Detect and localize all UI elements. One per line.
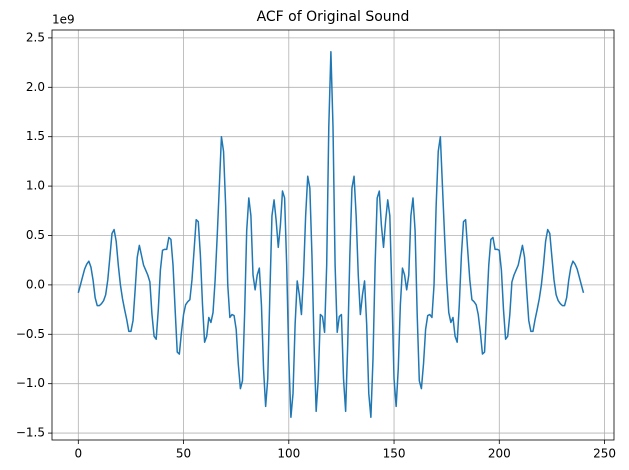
x-tick-label: 200 [488,447,511,461]
y-tick-label: 2.0 [26,80,45,94]
x-tick-label: 50 [176,447,191,461]
plot-frame [51,29,615,441]
y-tick-label: 2.5 [26,30,45,44]
y-tick-label: −1.5 [16,426,45,440]
y-tick-label: −1.0 [16,376,45,390]
y-tick-label: 0.0 [26,277,45,291]
y-tick-label: −0.5 [16,327,45,341]
data-line [77,50,585,419]
y-tick-label: 1.0 [26,179,45,193]
y-tick-label: 0.5 [26,228,45,242]
x-tick-label: 250 [593,447,616,461]
x-tick-label: 100 [277,447,300,461]
y-tick-label: 1.5 [26,129,45,143]
x-tick-label: 150 [383,447,406,461]
offset-label: 1e9 [52,13,75,27]
x-tick-label: 0 [74,447,82,461]
chart-title: ACF of Original Sound [257,9,410,25]
